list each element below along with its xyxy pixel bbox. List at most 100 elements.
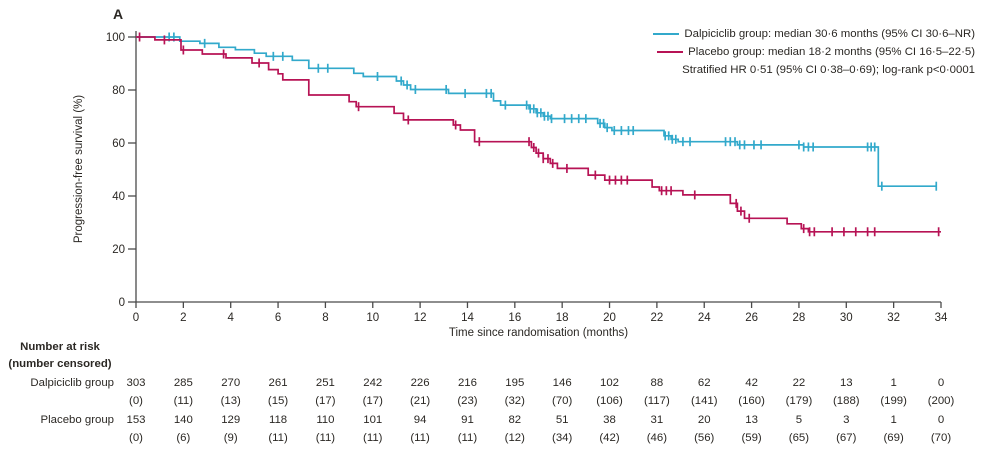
censored-count: (17) xyxy=(362,395,383,407)
at-risk-count: 51 xyxy=(555,414,569,426)
at-risk-count: 3 xyxy=(843,414,850,426)
at-risk-count: 226 xyxy=(410,377,430,389)
y-tick-label: 80 xyxy=(112,85,125,97)
censored-count: (67) xyxy=(836,432,857,444)
x-tick-label: 0 xyxy=(133,312,139,324)
at-risk-count: 216 xyxy=(457,377,477,389)
at-risk-count: 91 xyxy=(461,414,474,426)
censored-count: (106) xyxy=(596,395,623,407)
x-tick-label: 10 xyxy=(366,312,379,324)
at-risk-count: 146 xyxy=(552,377,572,389)
at-risk-row-label: Dalpiciclib group xyxy=(30,377,114,389)
at-risk-count: 5 xyxy=(795,414,803,426)
at-risk-count: 82 xyxy=(508,414,522,426)
at-risk-count: 62 xyxy=(697,377,711,389)
at-risk-count: 129 xyxy=(221,414,241,426)
y-tick-label: 100 xyxy=(106,32,125,44)
at-risk-row-label: Placebo group xyxy=(40,414,114,426)
legend-row-placebo: Placebo group: median 18·2 months (95% C… xyxy=(653,43,975,61)
at-risk-count: 140 xyxy=(173,414,193,426)
censored-count: (0) xyxy=(129,432,143,444)
at-risk-count: 13 xyxy=(839,377,853,389)
x-tick-label: 2 xyxy=(180,312,186,324)
at-risk-count: 102 xyxy=(600,377,620,389)
x-axis-label: Time since randomisation (months) xyxy=(448,327,629,339)
censored-count: (13) xyxy=(220,395,241,407)
censored-count: (17) xyxy=(315,395,336,407)
censored-count: (46) xyxy=(646,432,667,444)
censored-count: (179) xyxy=(785,395,813,407)
censored-count: (11) xyxy=(410,432,430,444)
at-risk-count: 251 xyxy=(315,377,335,389)
censored-count: (70) xyxy=(930,432,952,444)
legend-label-dalpiciclib: Dalpiciclib group: median 30·6 months (9… xyxy=(684,28,975,40)
censored-count: (9) xyxy=(223,432,238,444)
at-risk-count: 118 xyxy=(268,414,288,426)
censored-count: (15) xyxy=(267,395,289,407)
censored-count: (141) xyxy=(690,395,718,407)
at-risk-count: 94 xyxy=(413,414,427,426)
censored-count: (59) xyxy=(741,432,762,444)
at-risk-count: 13 xyxy=(745,414,758,426)
censored-count: (200) xyxy=(927,395,955,407)
censored-count: (117) xyxy=(644,395,670,407)
at-risk-count: 88 xyxy=(650,377,664,389)
x-tick-label: 26 xyxy=(745,312,758,324)
at-risk-count: 38 xyxy=(603,414,616,426)
legend: Dalpiciclib group: median 30·6 months (9… xyxy=(653,25,975,79)
censored-count: (11) xyxy=(173,395,194,407)
x-tick-label: 16 xyxy=(508,312,521,324)
y-axis-label: Progression-free survival (%) xyxy=(73,94,85,244)
at-risk-count: 285 xyxy=(173,377,193,389)
y-tick-label: 20 xyxy=(112,244,125,256)
censored-count: (160) xyxy=(738,395,765,407)
at-risk-count: 242 xyxy=(363,377,383,389)
at-risk-count: 0 xyxy=(937,377,945,389)
legend-stratified-note: Stratified HR 0·51 (95% CI 0·38–0·69); l… xyxy=(682,64,975,76)
censored-count: (70) xyxy=(552,395,573,407)
at-risk-count: 270 xyxy=(221,377,241,389)
legend-label-placebo: Placebo group: median 18·2 months (95% C… xyxy=(688,46,975,58)
x-tick-label: 20 xyxy=(603,312,616,324)
at-risk-count: 42 xyxy=(745,377,758,389)
at-risk-count: 153 xyxy=(126,414,146,426)
x-tick-label: 30 xyxy=(840,312,853,324)
km-curve-placebo xyxy=(136,36,941,233)
at-risk-count: 1 xyxy=(890,414,897,426)
censored-count: (65) xyxy=(788,432,810,444)
x-tick-label: 24 xyxy=(698,312,711,324)
censored-count: (199) xyxy=(880,395,907,407)
km-curve-dalpiciclib xyxy=(136,36,937,188)
at-risk-count: 0 xyxy=(937,414,945,426)
x-tick-label: 4 xyxy=(228,312,235,324)
at-risk-header-line1: Number at risk xyxy=(20,341,100,353)
censored-count: (21) xyxy=(409,395,431,407)
censored-count: (34) xyxy=(552,432,573,444)
at-risk-count: 101 xyxy=(363,414,383,426)
x-tick-label: 32 xyxy=(887,312,900,324)
at-risk-count: 22 xyxy=(792,377,806,389)
at-risk-count: 1 xyxy=(890,377,897,389)
dalpiciclib-line-swatch xyxy=(653,32,680,36)
x-tick-label: 14 xyxy=(461,312,474,324)
censored-count: (23) xyxy=(457,395,478,407)
at-risk-header-line2: (number censored) xyxy=(8,358,112,370)
censored-count: (56) xyxy=(694,432,715,444)
x-tick-label: 6 xyxy=(275,312,281,324)
y-tick-label: 0 xyxy=(119,297,125,309)
censored-count: (11) xyxy=(268,432,288,444)
censored-count: (69) xyxy=(883,432,904,444)
censored-count: (6) xyxy=(176,432,191,444)
placebo-line-swatch xyxy=(657,50,684,54)
censored-count: (11) xyxy=(457,432,478,444)
x-tick-label: 12 xyxy=(414,312,427,324)
at-risk-count: 303 xyxy=(126,377,146,389)
x-tick-label: 8 xyxy=(322,312,328,324)
x-tick-label: 22 xyxy=(650,312,663,324)
at-risk-count: 261 xyxy=(268,377,288,389)
censored-count: (32) xyxy=(504,395,525,407)
censored-count: (12) xyxy=(504,432,525,444)
at-risk-count: 110 xyxy=(316,414,335,426)
censored-count: (11) xyxy=(315,432,336,444)
